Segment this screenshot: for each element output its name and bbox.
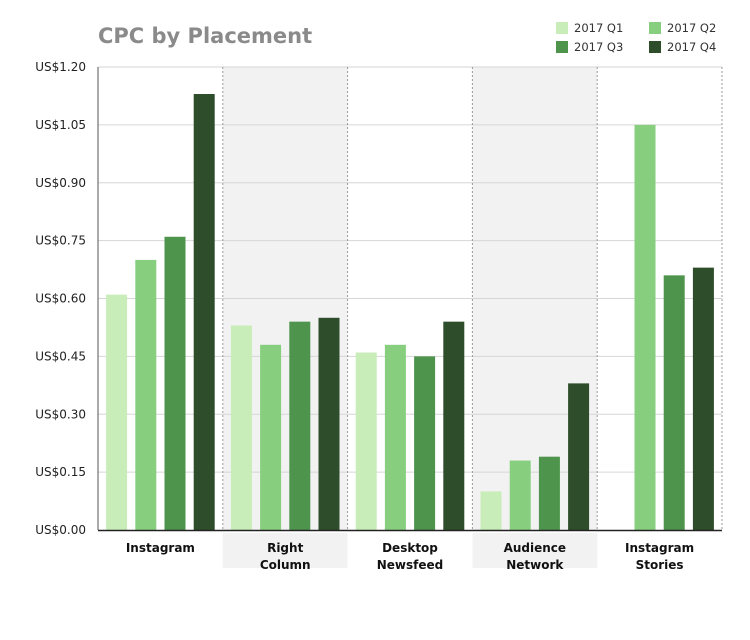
bar <box>230 325 252 530</box>
category-label: Newsfeed <box>377 558 444 572</box>
bar <box>480 491 502 530</box>
legend-label: 2017 Q1 <box>574 21 623 35</box>
bar <box>568 383 590 530</box>
legend: 2017 Q1 2017 Q2 2017 Q3 2017 Q4 <box>556 21 716 54</box>
bar <box>692 267 714 530</box>
y-tick-label: US$0.45 <box>35 349 86 363</box>
bar <box>106 294 128 530</box>
category-label: Stories <box>636 558 684 572</box>
bar <box>193 94 215 530</box>
bar <box>509 460 531 530</box>
category-labels: Instagram Right Column Desktop Newsfeed Audie… <box>126 541 694 572</box>
category-label-band <box>222 533 348 568</box>
legend-label: 2017 Q4 <box>667 40 716 54</box>
bar <box>414 356 436 530</box>
axes <box>97 67 722 532</box>
legend-swatch <box>649 41 661 53</box>
bar <box>663 275 685 530</box>
category-label-band <box>472 533 598 568</box>
category-label: Instagram <box>625 541 694 555</box>
y-tick-label: US$0.90 <box>35 176 86 190</box>
legend-swatch <box>556 41 568 53</box>
bar <box>634 124 656 530</box>
y-tick-label: US$0.00 <box>35 523 86 537</box>
bar <box>260 344 282 530</box>
bar <box>318 317 340 530</box>
bar <box>355 352 377 530</box>
y-axis-ticks: US$0.00 US$0.15 US$0.30 US$0.45 US$0.60 US$0.… <box>35 60 86 537</box>
bar <box>135 259 157 530</box>
category-label: Column <box>260 558 311 572</box>
bar <box>384 344 406 530</box>
y-tick-label: US$0.30 <box>35 407 86 421</box>
y-tick-label: US$1.05 <box>35 118 86 132</box>
bar <box>443 321 465 530</box>
gridlines <box>98 66 723 530</box>
legend-label: 2017 Q3 <box>574 40 623 54</box>
category-label: Desktop <box>382 541 438 555</box>
bars <box>106 94 714 530</box>
bar <box>538 456 560 530</box>
category-label: Instagram <box>126 541 195 555</box>
category-label: Right <box>267 541 303 555</box>
legend-swatch <box>556 22 568 34</box>
chart-title: CPC by Placement <box>98 24 312 48</box>
y-tick-label: US$1.20 <box>35 60 86 74</box>
y-tick-label: US$0.60 <box>35 292 86 306</box>
bar <box>164 236 186 530</box>
legend-swatch <box>649 22 661 34</box>
legend-label: 2017 Q2 <box>667 21 716 35</box>
y-tick-label: US$0.75 <box>35 234 86 248</box>
category-label: Network <box>506 558 564 572</box>
y-tick-label: US$0.15 <box>35 465 86 479</box>
bar <box>289 321 311 530</box>
category-label: Audience <box>504 541 566 555</box>
